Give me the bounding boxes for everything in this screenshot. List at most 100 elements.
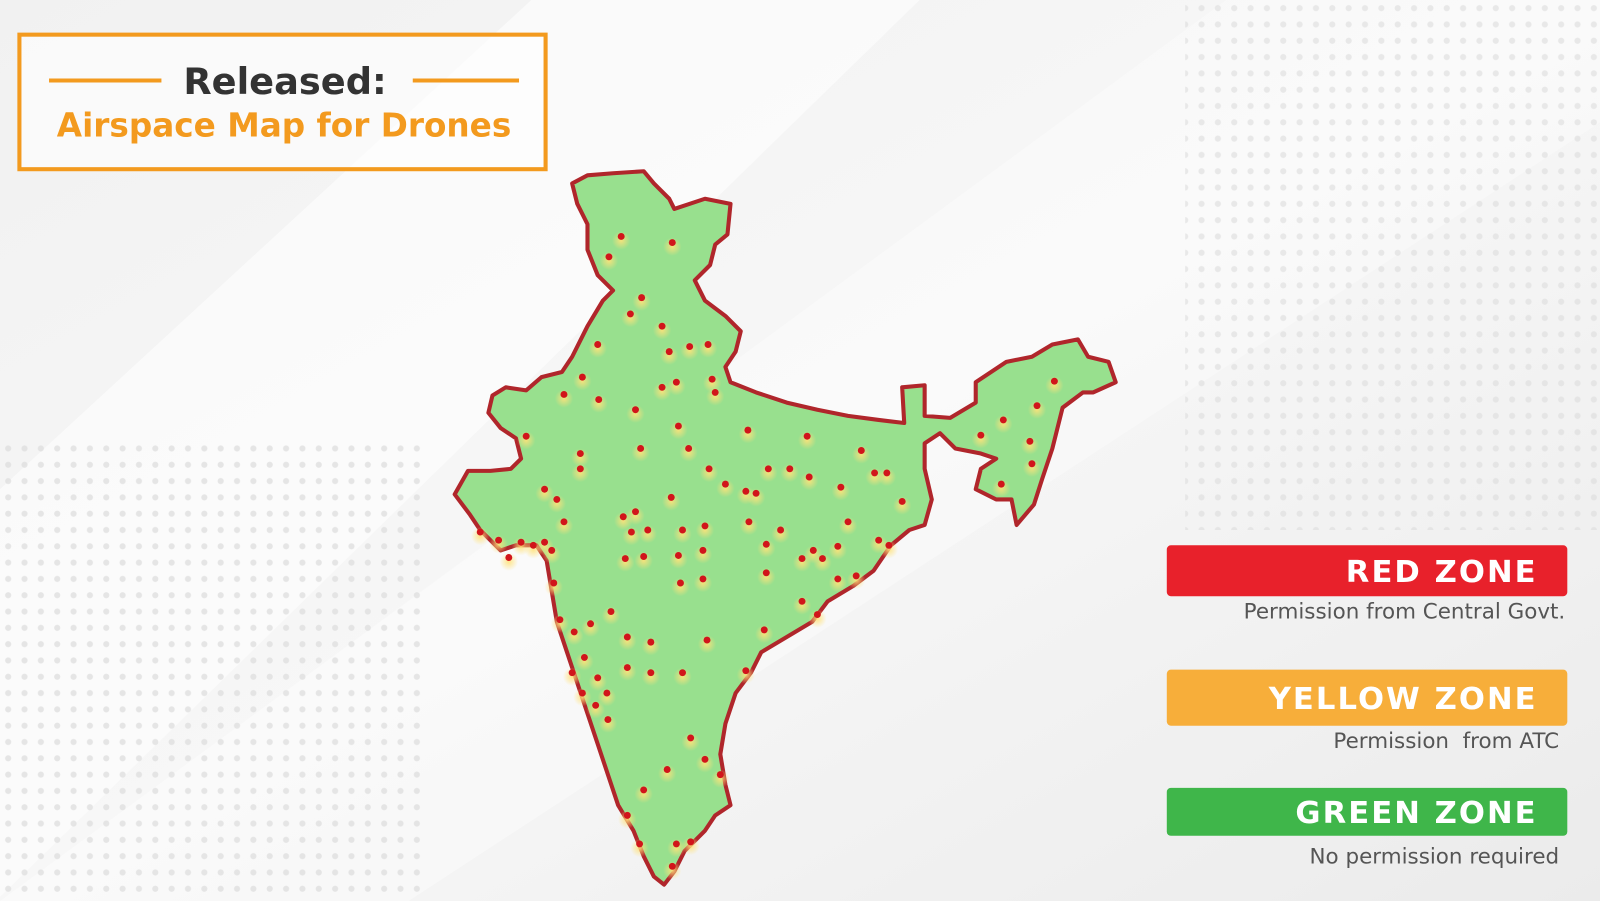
zone-glow [828,541,847,560]
red-zone-dot [704,341,712,348]
red-zone-dot [742,487,750,495]
zone-glow [877,467,897,487]
zone-glow [792,596,812,615]
red-zone-dot [837,483,845,491]
zone-glow [626,404,645,423]
zone-glow [542,545,561,564]
red-zone-dot [703,636,711,644]
red-zone-dot [632,406,639,414]
zone-glow [669,550,688,569]
red-zone-dot [1033,402,1041,410]
red-zone-dot [640,786,648,794]
zone-description: Permission from Central Govt. [1244,600,1566,625]
zone-glow [634,784,653,804]
red-zone-dot [560,390,568,398]
red-zone-dot [674,422,682,430]
legend: RED ZONE Permission from Central Govt. YEL… [1166,545,1568,869]
dot-pattern [0,438,430,901]
red-zone-dot [701,522,709,530]
red-zone-dot [762,540,770,548]
red-zone-dot [665,348,673,356]
red-zone-dot [742,667,750,675]
red-zone-dot [541,538,549,546]
restricted-zones [471,231,1064,880]
zone-glow [621,308,640,328]
zone-glow [846,570,866,590]
header-frame [17,32,548,172]
zone-glow [971,430,991,449]
red-zone-dot [786,465,794,473]
zone-bar [1166,669,1568,726]
red-zone-dot [647,638,655,646]
zone-glow [554,516,574,536]
zone-glow [813,553,832,572]
zone-glow [681,732,700,752]
red-zone-dot [844,518,852,526]
red-zone-dot [883,469,891,477]
zone-glow [652,382,672,401]
zone-glow [622,526,641,546]
zone-name: YELLOW ZONE [1268,682,1538,717]
zone-glow [571,463,590,483]
red-zone-dot [672,378,680,386]
zone-glow [667,838,686,858]
red-zone-dot [798,597,806,605]
red-zone-dot [752,489,760,497]
zone-glow [738,425,758,444]
red-zone-dot [594,341,602,348]
zone-glow [544,577,563,597]
zone-glow [994,414,1013,434]
red-zone-dot [623,664,631,672]
red-zone-dot [576,450,584,458]
red-zone-dot [607,608,615,616]
zone-glow [992,479,1011,498]
zone-glow [680,341,699,360]
zone-glow [652,321,672,340]
zone-glow [780,463,799,483]
red-zone-dot [721,480,729,488]
red-zone-dot [658,383,666,391]
red-zone-dot [570,628,578,636]
zone-glow [681,836,700,856]
red-zone-dot [553,495,561,503]
zone-glow [879,540,899,559]
red-zone-dot [809,546,817,554]
zone-glow [671,577,690,597]
zone-glow [547,494,567,513]
zone-glow [663,237,682,256]
zone-glow [489,535,508,554]
zone-glow [562,667,582,686]
red-zone-dot [679,526,686,534]
red-zone-dot [548,546,556,554]
red-zone-dot [619,513,627,521]
zone-glow [599,251,619,271]
zone-bar [1166,545,1568,597]
zone-glow [800,471,819,491]
zone-glow [739,516,759,536]
zone-glow [618,810,637,829]
zone-glow [736,665,756,684]
zone-glow [699,463,719,483]
zone-glow [634,551,653,570]
zone-glow [554,389,574,408]
zone-glow [695,520,715,540]
red-zone-dot [999,416,1007,424]
red-zone-dot [623,811,631,819]
zone-glow [573,372,592,391]
red-zone-dot [813,611,821,619]
zone-glow [1022,458,1042,477]
zone-glow [838,516,858,536]
red-zone-dot [674,552,682,559]
red-zone-dot [663,766,671,773]
zone-name: RED ZONE [1346,555,1538,590]
zone-glow [695,754,715,773]
zone-glow [471,526,490,546]
red-zone-dot [576,465,584,473]
red-zone-dot [875,536,883,544]
red-zone-dot [701,755,709,763]
red-zone-dot [627,528,635,536]
zone-glow [697,634,717,654]
zone-glow [550,614,570,633]
red-zone-dot [764,465,772,473]
red-zone-dot [623,633,631,641]
